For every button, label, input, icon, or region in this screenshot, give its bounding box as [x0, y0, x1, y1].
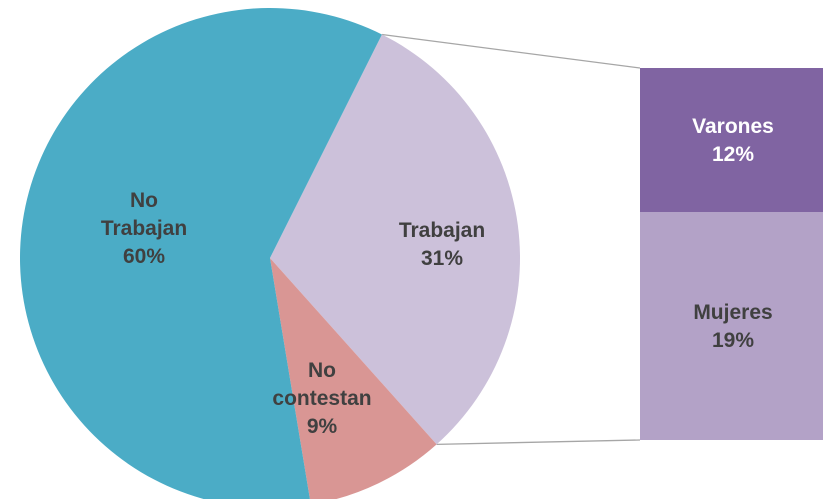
bar-segment-mujeres — [640, 212, 823, 440]
slice-label-line: 31% — [421, 247, 463, 270]
breakdown-bar — [640, 68, 823, 440]
slice-label-no-trabajan: No Trabajan 60% — [101, 189, 187, 268]
slice-label-line: 60% — [123, 245, 165, 268]
pie-slice-no-trabajan — [20, 8, 382, 499]
slice-label-line: Trabajan — [399, 219, 485, 242]
data-labels: No Trabajan 60% Trabajan 31% No contestan 9% Var… — [101, 115, 774, 438]
pie-slice-trabajan — [270, 34, 520, 445]
bar-segment-varones — [640, 68, 823, 212]
slice-label-no-contestan: No contestan 9% — [272, 359, 371, 438]
pie-slices — [20, 8, 520, 499]
slice-label-line: No — [130, 189, 158, 212]
bar-segment-label-line: 12% — [712, 143, 754, 166]
bar-segment-label-mujeres: Mujeres 19% — [693, 301, 772, 352]
slice-label-line: 9% — [307, 415, 338, 438]
pie-slice-no-contestan — [270, 258, 437, 499]
connector-lines — [381, 33, 641, 446]
slice-label-line: No — [308, 359, 336, 382]
bar-segment-label-varones: Varones 12% — [692, 115, 774, 166]
bar-segment-label-line: 19% — [712, 329, 754, 352]
slice-label-line: contestan — [272, 387, 371, 410]
slice-label-trabajan: Trabajan 31% — [399, 219, 485, 270]
bar-segment-label-line: Varones — [692, 115, 774, 138]
connector-line-top — [381, 33, 641, 69]
bar-segment-label-line: Mujeres — [693, 301, 772, 324]
slice-label-line: Trabajan — [101, 217, 187, 240]
connector-line-bottom — [436, 439, 641, 446]
